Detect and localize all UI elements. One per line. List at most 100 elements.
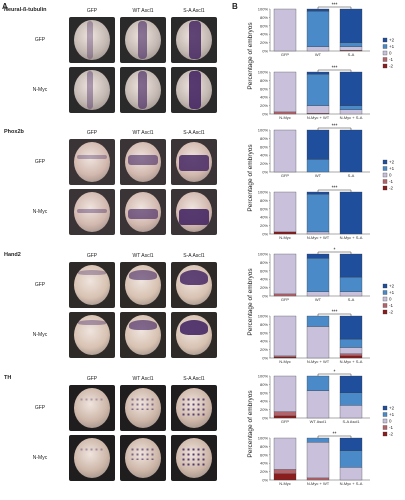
embryo-micrograph xyxy=(69,435,115,481)
embryo-micrograph xyxy=(171,385,217,431)
x-tick-label: N-Myc xyxy=(279,115,291,120)
y-tick-label: 100% xyxy=(258,7,269,12)
legend-swatch xyxy=(382,172,388,178)
y-tick-label: 80% xyxy=(260,260,268,265)
legend-label: -2 xyxy=(389,432,393,437)
bar-segment xyxy=(306,253,330,259)
stain-pattern xyxy=(181,397,207,417)
bar-segment xyxy=(273,111,297,115)
significance-marker: *** xyxy=(332,186,338,192)
y-tick-label: 80% xyxy=(260,136,268,141)
embryo-micrograph xyxy=(120,139,166,185)
stain-pattern xyxy=(181,447,207,467)
significance-bracket xyxy=(317,251,352,254)
bar-segment xyxy=(339,405,363,419)
legend-label: 0 xyxy=(389,51,392,56)
legend-label: 0 xyxy=(389,297,392,302)
legend-label: -1 xyxy=(389,303,393,308)
bar-segment xyxy=(273,469,297,474)
legend-swatch xyxy=(382,283,388,289)
y-tick-label: 80% xyxy=(260,15,268,20)
y-tick-label: 60% xyxy=(260,23,268,28)
significance-bracket xyxy=(317,127,352,130)
significance-bracket xyxy=(317,435,352,438)
bar-segment xyxy=(306,375,330,391)
column-label: GFP xyxy=(86,253,98,259)
y-tick-label: 40% xyxy=(260,153,268,158)
group-title: Phox2b xyxy=(4,129,24,135)
bar-segment xyxy=(339,253,363,278)
row-label: GFP xyxy=(34,159,46,165)
stain-pattern xyxy=(130,447,156,460)
column-label: WT Ascl1 xyxy=(132,253,154,259)
bar-segment xyxy=(339,450,363,468)
embryo-micrograph xyxy=(171,435,217,481)
legend-swatch xyxy=(382,425,388,430)
row-label: GFP xyxy=(34,282,46,288)
legend-label: +2 xyxy=(389,160,395,165)
embryo-micrograph xyxy=(69,262,115,308)
y-tick-label: 100% xyxy=(258,70,269,75)
significance-bracket xyxy=(317,373,352,376)
y-axis-title: Percentage of embryos xyxy=(247,268,254,336)
significance-marker: ** xyxy=(333,432,337,438)
x-tick-label: N-Myc + S-A xyxy=(340,481,363,486)
stain-pattern xyxy=(78,320,106,325)
column-label: WT Ascl1 xyxy=(132,130,154,136)
legend-swatch xyxy=(382,303,388,308)
legend-label: +1 xyxy=(389,44,395,49)
row-label: GFP xyxy=(34,37,46,43)
bar-segment xyxy=(306,258,330,292)
x-tick-label: S-A xyxy=(348,52,355,57)
x-tick-label: GFP xyxy=(281,173,290,178)
embryo-micrograph xyxy=(69,189,115,235)
y-tick-label: 60% xyxy=(260,206,268,211)
column-label: GFP xyxy=(86,130,98,136)
embryo-micrograph xyxy=(171,312,217,358)
bar-segment xyxy=(339,315,363,340)
legend-swatch xyxy=(382,185,388,191)
bar-segment xyxy=(339,467,363,481)
embryo-micrograph xyxy=(69,139,115,185)
y-tick-label: 60% xyxy=(260,330,268,335)
bar-segment xyxy=(339,8,363,43)
stain-pattern xyxy=(189,71,201,109)
legend-label: +1 xyxy=(389,166,395,171)
bar-segment xyxy=(339,353,363,357)
embryo-micrograph xyxy=(120,189,166,235)
bar-segment xyxy=(273,315,297,357)
bar-segment xyxy=(273,415,297,419)
bar-segment xyxy=(339,437,363,451)
stain-pattern xyxy=(77,155,107,159)
column-label: GFP xyxy=(86,376,98,382)
legend-swatch xyxy=(382,418,388,424)
x-tick-label: GFP xyxy=(281,297,290,302)
significance-bracket xyxy=(317,189,352,192)
bar-segment xyxy=(339,129,363,173)
y-tick-label: 20% xyxy=(260,407,268,412)
stain-pattern xyxy=(179,155,209,171)
bar-segment xyxy=(339,347,363,354)
column-label: WT Ascl1 xyxy=(132,8,154,14)
panel-a-label: A xyxy=(2,2,8,11)
row-label: GFP xyxy=(34,405,46,411)
legend-label: -2 xyxy=(389,310,393,315)
y-tick-label: 0% xyxy=(262,170,268,175)
legend-swatch xyxy=(382,296,388,302)
y-tick-label: 20% xyxy=(260,347,268,352)
legend-swatch xyxy=(382,57,388,62)
y-tick-label: 40% xyxy=(260,277,268,282)
legend-swatch xyxy=(382,44,388,49)
legend-label: +1 xyxy=(389,290,395,295)
y-tick-label: 60% xyxy=(260,144,268,149)
legend-label: 0 xyxy=(389,173,392,178)
bar-segment xyxy=(306,159,330,173)
legend-label: +2 xyxy=(389,284,395,289)
bar-segment xyxy=(273,231,297,235)
embryo-micrograph xyxy=(171,262,217,308)
bar-segment xyxy=(306,129,330,160)
y-tick-label: 40% xyxy=(260,399,268,404)
stain-pattern xyxy=(130,397,156,410)
column-label: S-A Ascl1 xyxy=(183,8,205,14)
y-tick-label: 80% xyxy=(260,382,268,387)
